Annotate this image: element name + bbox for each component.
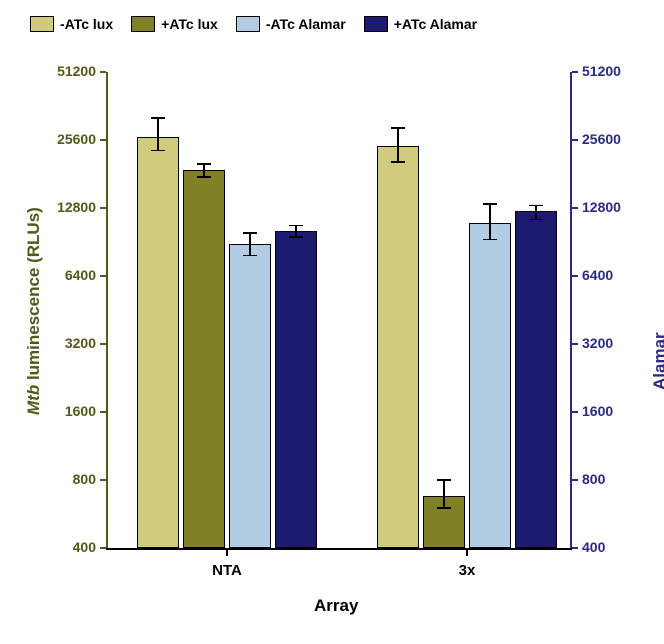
x-category-label: 3x (377, 562, 557, 579)
error-cap-bottom (289, 236, 303, 238)
y-left-tick-label: 12800 (36, 199, 96, 215)
legend-item: -ATc Alamar (236, 16, 346, 32)
error-bar (489, 204, 491, 239)
error-cap-bottom (483, 239, 497, 241)
y-left-tick-mark (100, 207, 106, 209)
y-right-tick-label: 3200 (582, 335, 613, 351)
x-axis (106, 548, 572, 550)
y-right-tick-mark (572, 275, 578, 277)
y-right-tick-mark (572, 139, 578, 141)
y-left-title-italic: Mtb (24, 385, 43, 415)
y-right-tick-label: 1600 (582, 403, 613, 419)
legend-item: +ATc Alamar (364, 16, 477, 32)
error-cap-top (151, 117, 165, 119)
x-category-label: NTA (137, 562, 317, 579)
error-cap-top (391, 127, 405, 129)
y-right-tick-label: 800 (582, 471, 605, 487)
error-cap-bottom (243, 255, 257, 257)
y-right-tick-mark (572, 411, 578, 413)
error-cap-top (529, 205, 543, 207)
y-right-tick-label: 6400 (582, 267, 613, 283)
legend-item: +ATc lux (131, 16, 218, 32)
y-right-tick-label: 25600 (582, 131, 621, 147)
y-left-tick-label: 6400 (36, 267, 96, 283)
legend-label: +ATc lux (161, 16, 218, 32)
y-axis-left (106, 72, 108, 550)
error-bar (203, 164, 205, 177)
y-left-tick-label: 3200 (36, 335, 96, 351)
error-cap-top (197, 163, 211, 165)
y-left-tick-mark (100, 411, 106, 413)
y-right-tick-label: 12800 (582, 199, 621, 215)
error-cap-top (437, 479, 451, 481)
y-right-tick-label: 51200 (582, 63, 621, 79)
y-right-tick-mark (572, 207, 578, 209)
y-left-tick-mark (100, 547, 106, 549)
error-bar (249, 233, 251, 255)
error-bar (443, 480, 445, 508)
y-right-tick-mark (572, 343, 578, 345)
y-right-tick-mark (572, 71, 578, 73)
error-cap-bottom (437, 507, 451, 509)
y-left-tick-mark (100, 139, 106, 141)
legend-swatch (364, 16, 388, 32)
legend-item: -ATc lux (30, 16, 113, 32)
error-bar (397, 128, 399, 162)
legend-label: -ATc lux (60, 16, 113, 32)
chart-legend: -ATc lux +ATc lux -ATc Alamar +ATc Alamar (30, 16, 477, 32)
x-tick-mark (466, 550, 468, 556)
error-cap-bottom (151, 150, 165, 152)
bar (469, 223, 511, 548)
y-left-tick-mark (100, 275, 106, 277)
x-axis-title: Array (314, 596, 358, 616)
bar (275, 231, 317, 548)
y-left-tick-label: 25600 (36, 131, 96, 147)
x-tick-mark (226, 550, 228, 556)
y-left-tick-label: 51200 (36, 63, 96, 79)
y-left-tick-mark (100, 71, 106, 73)
y-left-tick-label: 1600 (36, 403, 96, 419)
legend-label: -ATc Alamar (266, 16, 346, 32)
y-left-tick-label: 400 (36, 539, 96, 555)
error-cap-bottom (529, 219, 543, 221)
legend-swatch (30, 16, 54, 32)
y-left-axis-title: Mtb luminescence (RLUs) (24, 207, 44, 415)
error-cap-bottom (197, 176, 211, 178)
y-right-tick-mark (572, 547, 578, 549)
error-bar (157, 118, 159, 150)
error-cap-top (289, 225, 303, 227)
bar (229, 244, 271, 548)
y-right-tick-mark (572, 479, 578, 481)
bar-chart: -ATc lux +ATc lux -ATc Alamar +ATc Alamar 40… (0, 0, 664, 644)
bar (183, 170, 225, 548)
legend-label: +ATc Alamar (394, 16, 477, 32)
bar (515, 211, 557, 548)
y-left-tick-mark (100, 343, 106, 345)
legend-swatch (131, 16, 155, 32)
bar (377, 146, 419, 548)
error-cap-top (483, 203, 497, 205)
error-cap-top (243, 232, 257, 234)
error-cap-bottom (391, 161, 405, 163)
y-left-tick-mark (100, 479, 106, 481)
bar (137, 137, 179, 548)
error-bar (535, 206, 537, 220)
error-bar (295, 226, 297, 238)
y-right-tick-label: 400 (582, 539, 605, 555)
y-right-axis-title: Alamar Blue (RFUs) (650, 332, 664, 390)
legend-swatch (236, 16, 260, 32)
y-left-tick-label: 800 (36, 471, 96, 487)
